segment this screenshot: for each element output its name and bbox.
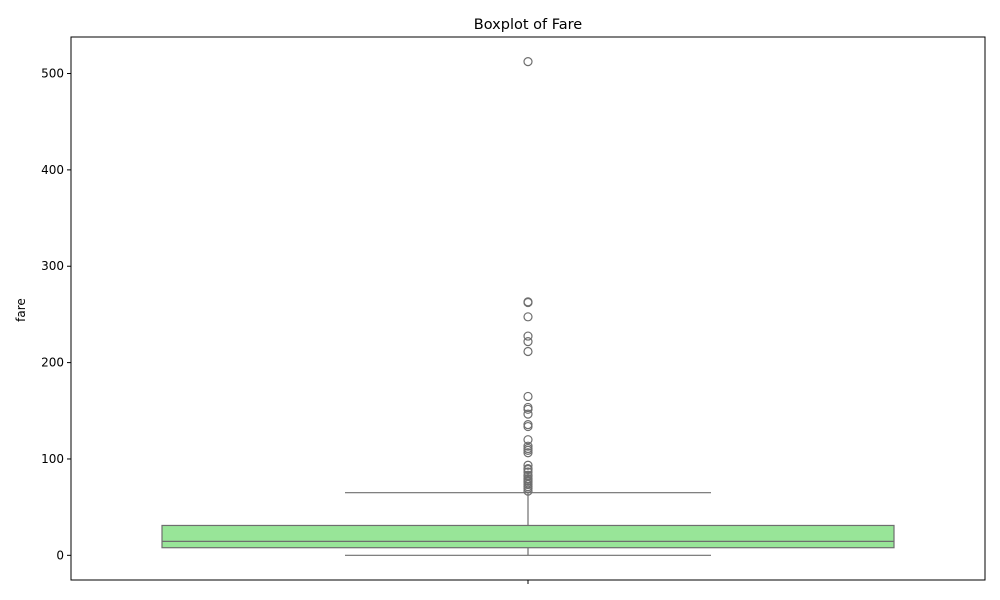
outlier-point [523,467,533,477]
y-tick-label: 300 [41,259,64,273]
outlier-point [523,420,533,430]
plot-area [161,57,895,556]
iqr-box [161,524,895,549]
outlier-point [523,435,533,445]
outlier-point [523,464,533,475]
outlier-point [523,486,533,496]
outlier-point [523,404,533,414]
outlier-point [523,460,533,470]
y-axis-title: fare [14,298,28,322]
outlier-point [523,445,533,455]
outlier-point [523,448,533,458]
y-tick-label: 100 [41,452,64,466]
y-tick-label: 200 [41,356,64,370]
outlier-point [523,391,533,402]
y-tick-label: 400 [41,163,64,177]
outlier-point [523,57,533,67]
y-tick-label: 0 [56,548,64,562]
chart-title: Boxplot of Fare [474,17,582,33]
outlier-point [523,441,533,451]
y-tick-label: 500 [41,67,64,81]
outlier-point [523,346,533,357]
outlier-point [523,483,533,493]
outlier-point [523,337,533,347]
outlier-point [523,312,533,322]
outlier-point [523,331,533,341]
outlier-point [523,409,533,419]
outlier-point [523,297,533,308]
outlier-point [523,421,533,432]
